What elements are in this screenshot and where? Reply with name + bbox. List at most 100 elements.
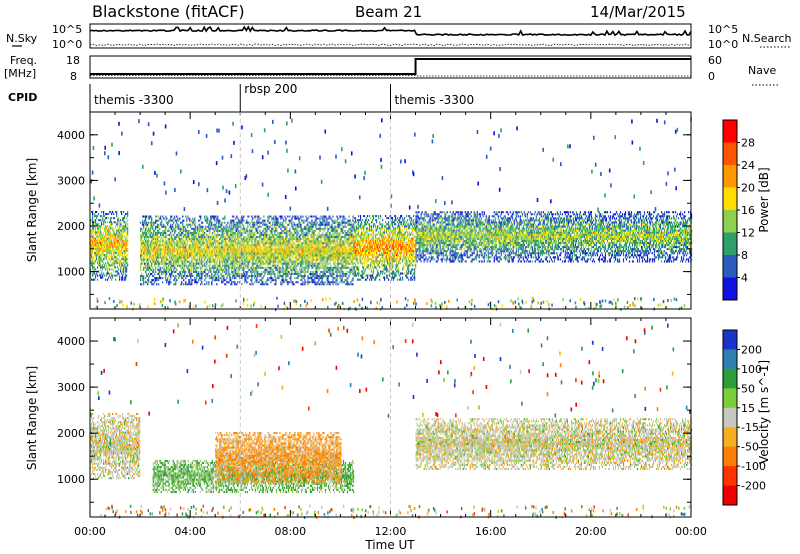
heatmap-cell [163,244,165,247]
heatmap-cell [195,236,197,239]
heatmap-cell [119,274,121,277]
heatmap-cell [217,215,219,218]
heatmap-cell [258,231,260,234]
heatmap-cell [206,283,208,286]
heatmap-cell [121,243,123,246]
heatmap-cell [140,229,142,232]
heatmap-cell [198,248,200,251]
heatmap-cell [235,236,237,239]
heatmap-cell [119,231,121,234]
heatmap-cell [100,245,102,248]
heatmap-cell [163,260,165,263]
heatmap-cell [209,244,211,247]
heatmap-cell [238,250,240,253]
heatmap-cell [192,258,194,261]
heatmap-cell [285,219,287,222]
heatmap-cell [225,264,227,267]
heatmap-cell [91,260,93,263]
heatmap-cell [173,246,175,249]
heatmap-cell [155,231,157,234]
heatmap-cell [161,225,163,228]
heatmap-cell [241,244,243,247]
heatmap-cell [107,237,109,240]
heatmap-cell [297,233,299,237]
heatmap-cell [185,242,187,245]
heatmap-cell [125,243,127,246]
heatmap-cell [194,262,196,265]
heatmap-cell [101,235,103,238]
heatmap-cell [179,250,181,253]
heatmap-cell [123,210,125,214]
heatmap-cell [304,275,306,278]
heatmap-cell [127,247,129,250]
heatmap-cell [112,233,114,236]
heatmap-cell [252,260,254,263]
heatmap-cell [164,252,166,255]
heatmap-cell [141,275,143,278]
heatmap-cell [244,248,246,251]
heatmap-cell [153,275,155,278]
heatmap-cell [247,246,249,249]
heatmap-cell [302,229,304,232]
heatmap-cell [201,250,203,253]
heatmap-cell [159,275,161,278]
heatmap-cell [154,242,156,245]
heatmap-cell [223,248,225,251]
heatmap-cell [114,266,116,269]
heatmap-cell [149,227,151,230]
heatmap-cell [115,278,117,281]
heatmap-cell [324,281,326,284]
heatmap-cell [142,221,144,224]
heatmap-cell [124,264,126,267]
heatmap-cell [112,264,114,267]
heatmap-cell [230,246,232,249]
heatmap-cell [266,260,268,263]
heatmap-cell [163,225,165,228]
heatmap-cell [156,215,158,218]
heatmap-cell [121,262,123,265]
heatmap-cell [234,221,236,224]
cpid-label: CPID [8,91,37,104]
heatmap-cell [117,223,119,226]
heatmap-cell [105,254,107,257]
heatmap-cell [208,227,210,230]
heatmap-cell [219,221,221,224]
heatmap-cell [212,215,214,218]
heatmap-cell [290,254,292,257]
heatmap-cell [165,229,167,232]
heatmap-cell [175,270,177,273]
heatmap-cell [155,256,157,259]
heatmap-cell [327,277,329,280]
heatmap-cell [194,270,196,273]
heatmap-cell [222,227,224,230]
heatmap-cell [305,215,307,218]
heatmap-cell [160,215,162,218]
heatmap-cell [152,233,154,237]
heatmap-cell [94,245,96,248]
heatmap-cell [103,231,105,234]
heatmap-cell [250,266,252,269]
heatmap-cell [90,262,92,265]
heatmap-cell [225,266,227,269]
heatmap-cell [141,254,143,257]
heatmap-cell [140,264,142,267]
heatmap-cell [181,242,183,245]
heatmap-cell [107,270,109,273]
heatmap-cell [127,229,129,232]
heatmap-cell [114,251,116,255]
heatmap-cell [323,229,325,232]
heatmap-cell [246,275,248,278]
heatmap-cell [95,210,97,214]
heatmap-cell [144,221,146,224]
heatmap-cell [168,238,170,241]
heatmap-cell [252,225,254,228]
heatmap-cell [229,277,231,280]
heatmap-cell [161,231,163,234]
heatmap-cell [266,233,268,237]
heatmap-cell [247,277,249,280]
heatmap-cell [181,266,183,269]
heatmap-cell [229,225,231,228]
heatmap-cell [230,262,232,265]
heatmap-cell [243,231,245,234]
heatmap-cell [200,252,202,255]
